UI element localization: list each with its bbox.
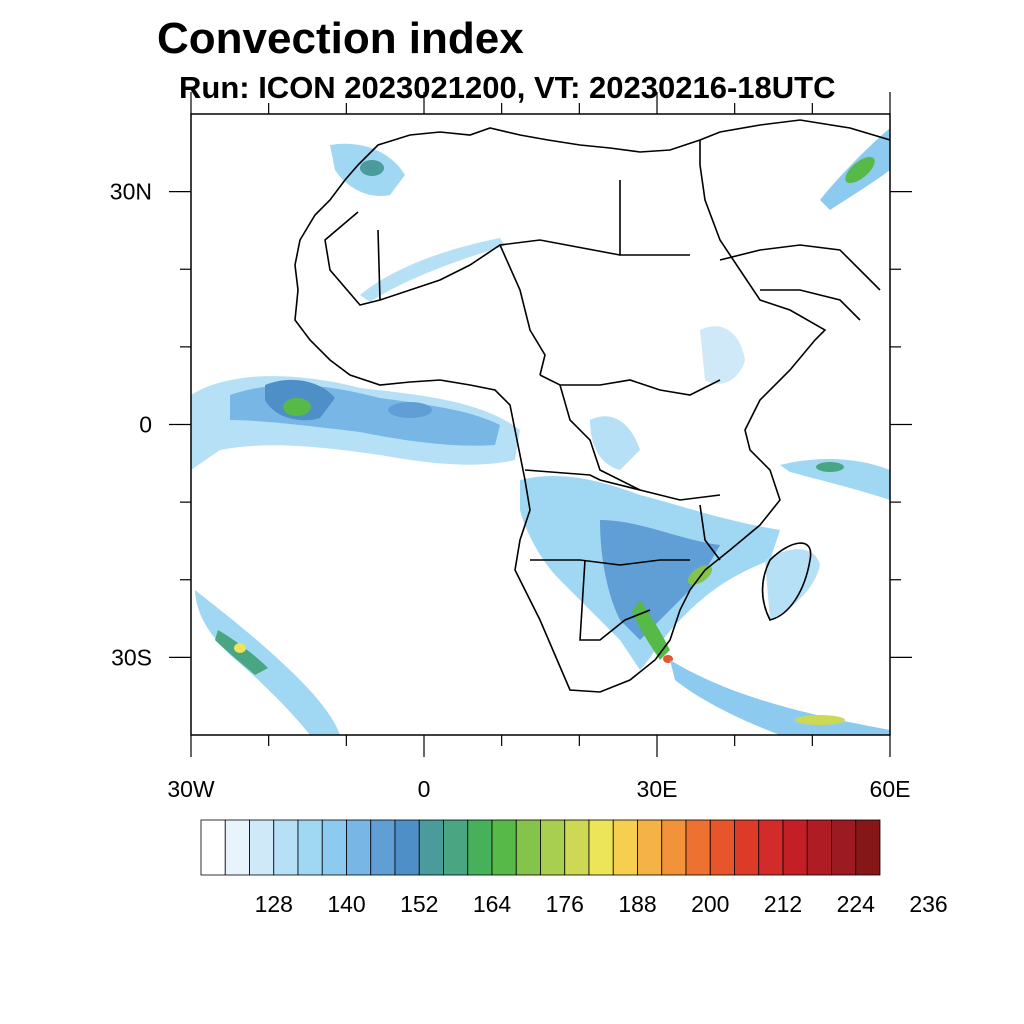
colorbar-swatch — [855, 819, 881, 876]
map-subtitle: Run: ICON 2023021200, VT: 20230216-18UTC — [179, 70, 836, 105]
colorbar-label: 236 — [909, 891, 947, 917]
colorbar-swatch — [588, 819, 614, 876]
lon-label: 60E — [870, 776, 911, 802]
colorbar-swatch — [661, 819, 687, 876]
colorbar-swatch — [249, 819, 275, 876]
colorbar-swatch — [831, 819, 857, 876]
lat-label: 30N — [110, 179, 152, 205]
colorbar-swatch — [346, 819, 372, 876]
colorbar-label: 200 — [691, 891, 729, 917]
coastline-outlines — [294, 119, 890, 693]
colorbar-label: 188 — [618, 891, 656, 917]
colorbar-label: 164 — [473, 891, 512, 917]
colorbar-swatch — [515, 819, 541, 876]
colorbar-swatch — [734, 819, 760, 876]
colorbar-swatch — [200, 819, 226, 876]
colorbar-swatch — [273, 819, 299, 876]
colorbar-label: 212 — [764, 891, 802, 917]
convection-field — [191, 128, 890, 735]
lon-label: 30E — [637, 776, 678, 802]
colorbar-swatch — [637, 819, 663, 876]
lat-label: 30S — [111, 644, 152, 670]
lon-label: 0 — [418, 776, 431, 802]
colorbar-swatch — [564, 819, 590, 876]
latitude-labels: 30N 0 30S — [110, 179, 152, 671]
colorbar-swatch — [224, 819, 250, 876]
axis-ticks — [169, 92, 912, 757]
colorbar-swatch — [467, 819, 493, 876]
colorbar-swatch — [758, 819, 784, 876]
colorbar-label: 128 — [255, 891, 293, 917]
map-title: Convection index — [157, 14, 524, 63]
colorbar-swatch — [491, 819, 517, 876]
colorbar-label: 152 — [400, 891, 438, 917]
colorbar-labels: 128 140 152 164 176 188 200 212 224 236 — [255, 891, 948, 917]
lon-label: 30W — [167, 776, 215, 802]
colorbar-swatch — [709, 819, 735, 876]
lat-label: 0 — [139, 412, 152, 438]
colorbar-swatch — [612, 819, 638, 876]
colorbar-swatch — [321, 819, 347, 876]
colorbar-swatch — [418, 819, 444, 876]
colorbar-label: 140 — [327, 891, 365, 917]
colorbar-swatch — [443, 819, 469, 876]
colorbar-swatch — [806, 819, 832, 876]
longitude-labels: 30W 0 30E 60E — [167, 776, 910, 802]
colorbar — [200, 819, 881, 876]
colorbar-swatch — [394, 819, 420, 876]
colorbar-swatch — [540, 819, 566, 876]
colorbar-swatch — [782, 819, 808, 876]
colorbar-swatch — [685, 819, 711, 876]
colorbar-label: 224 — [837, 891, 876, 917]
colorbar-swatch — [370, 819, 396, 876]
colorbar-label: 176 — [546, 891, 584, 917]
colorbar-swatch — [297, 819, 323, 876]
